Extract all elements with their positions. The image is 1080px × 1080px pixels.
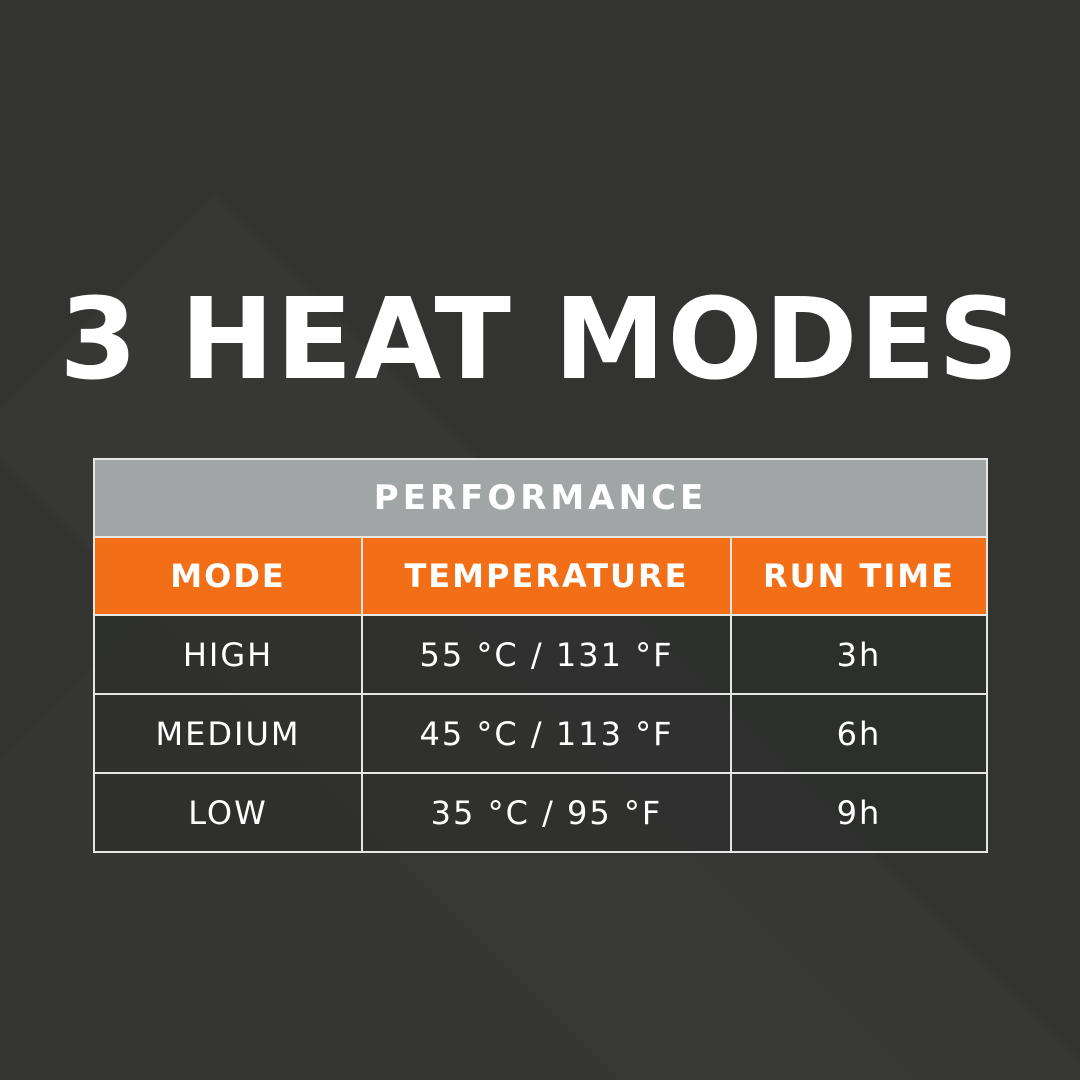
table-row: MEDIUM 45 °C / 113 °F 6h	[93, 693, 988, 774]
cell-mode: HIGH	[93, 614, 363, 695]
page-title: 3 HEAT MODES	[59, 275, 1021, 405]
performance-table: PERFORMANCE MODE TEMPERATURE RUN TIME HI…	[93, 458, 988, 853]
cell-temperature: 45 °C / 113 °F	[361, 693, 732, 774]
cell-mode: LOW	[93, 772, 363, 853]
cell-run-time: 6h	[730, 693, 988, 774]
header-run-time: RUN TIME	[730, 536, 988, 616]
table-row: HIGH 55 °C / 131 °F 3h	[93, 614, 988, 695]
cell-run-time: 9h	[730, 772, 988, 853]
cell-temperature: 35 °C / 95 °F	[361, 772, 732, 853]
cell-run-time: 3h	[730, 614, 988, 695]
table-caption: PERFORMANCE	[93, 458, 988, 538]
header-temperature: TEMPERATURE	[361, 536, 732, 616]
cell-mode: MEDIUM	[93, 693, 363, 774]
table-row: LOW 35 °C / 95 °F 9h	[93, 772, 988, 853]
cell-temperature: 55 °C / 131 °F	[361, 614, 732, 695]
header-mode: MODE	[93, 536, 363, 616]
